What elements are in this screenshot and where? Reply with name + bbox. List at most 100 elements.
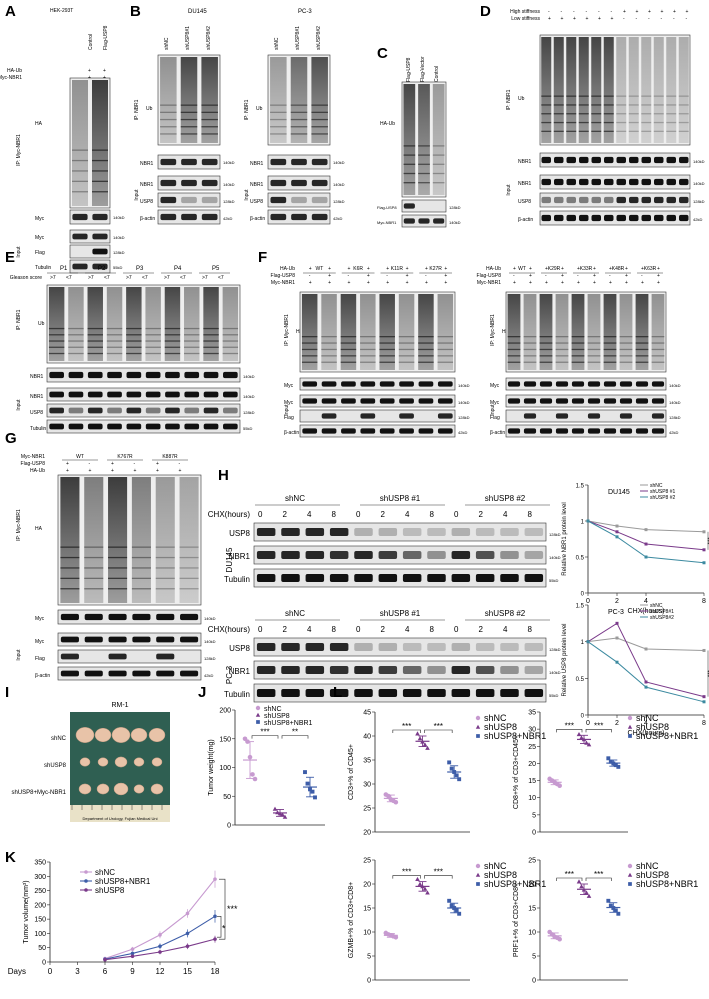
input-label: Input bbox=[490, 404, 496, 416]
band-row bbox=[58, 633, 201, 646]
kd-marker: 140kD bbox=[449, 220, 461, 225]
tick-label: 35 bbox=[528, 710, 536, 717]
row-label: Tubulin bbox=[35, 265, 51, 271]
data-point bbox=[702, 548, 706, 552]
cond-mark: - bbox=[686, 16, 688, 22]
tick-label: 15 bbox=[528, 906, 536, 913]
data-point bbox=[308, 787, 312, 792]
smear-frame bbox=[46, 284, 241, 364]
band-row bbox=[47, 388, 240, 401]
kd-marker: 140kD bbox=[458, 383, 470, 388]
cond-mark: + bbox=[623, 9, 626, 15]
data-point bbox=[644, 685, 648, 689]
band-row bbox=[47, 404, 240, 417]
kd-marker: 42kD bbox=[333, 216, 342, 221]
cond-mark: + bbox=[347, 280, 350, 286]
ub-smear bbox=[47, 285, 240, 363]
cond-mark: - bbox=[611, 9, 613, 15]
tick-label: 1.5 bbox=[576, 484, 585, 490]
row-label: NBR1 bbox=[250, 161, 264, 167]
row-label: Flag-USP8 bbox=[377, 205, 397, 210]
tick-label: 5 bbox=[532, 954, 536, 961]
kd-marker: 128kD bbox=[458, 415, 470, 420]
kd-marker: 128kD bbox=[549, 647, 561, 652]
cond-mark: + bbox=[425, 266, 428, 272]
sig-bracket bbox=[424, 875, 453, 879]
cond-mark: - bbox=[89, 461, 91, 467]
cond-mark: - bbox=[386, 273, 388, 279]
ip-label: IP: NBR1 bbox=[506, 89, 512, 110]
band-frame bbox=[253, 568, 547, 588]
cond-label: Flag-USP8 bbox=[477, 273, 502, 279]
band-frame bbox=[505, 424, 667, 438]
data-point bbox=[627, 724, 633, 729]
band-row bbox=[158, 193, 220, 207]
row-label: β-actin bbox=[490, 430, 505, 436]
tick-label: 0.5 bbox=[576, 556, 585, 562]
data-point bbox=[452, 906, 457, 910]
data-point bbox=[644, 528, 648, 532]
row-label: HA bbox=[35, 526, 43, 532]
band-row bbox=[540, 193, 690, 207]
kd-marker: 128kD bbox=[113, 250, 125, 255]
tumor bbox=[111, 727, 131, 743]
panel-letter: G bbox=[5, 430, 17, 447]
tick-label: 10 bbox=[528, 795, 536, 802]
sig-label: *** bbox=[434, 722, 443, 731]
legend-label: shUSP8 bbox=[484, 722, 517, 732]
data-point bbox=[417, 881, 423, 886]
band-row bbox=[540, 153, 690, 167]
row-label: Myc bbox=[490, 383, 500, 389]
data-point bbox=[702, 695, 706, 699]
legend-label: shNC bbox=[484, 861, 507, 871]
legend-label: shUSP8 #1 bbox=[650, 489, 676, 495]
tick-label: 1 bbox=[581, 640, 585, 646]
score-label: >7 bbox=[202, 275, 208, 281]
cond-mark: + bbox=[513, 280, 516, 286]
band-frame bbox=[253, 522, 547, 542]
time-label: 2 bbox=[283, 625, 288, 634]
chart-title: DU145 bbox=[608, 489, 630, 496]
row-label: USP8 bbox=[140, 199, 153, 205]
row-label: Flag bbox=[35, 250, 45, 256]
cond-mark: - bbox=[179, 461, 181, 467]
band-row bbox=[268, 193, 330, 207]
cond-mark: + bbox=[609, 266, 612, 272]
data-point bbox=[611, 761, 616, 766]
sig-label: *** bbox=[260, 728, 269, 737]
legend-label: shUSP8+NBR1 bbox=[95, 877, 151, 886]
time-label: 8 bbox=[430, 625, 435, 634]
row-label: NBR1 bbox=[518, 181, 532, 187]
cond-mark: - bbox=[673, 16, 675, 22]
band-row bbox=[70, 230, 110, 243]
band-row bbox=[254, 546, 546, 564]
band-row bbox=[506, 395, 666, 407]
time-label: 4 bbox=[503, 625, 508, 634]
data-point bbox=[447, 898, 452, 903]
data-point bbox=[130, 947, 135, 951]
time-label: 0 bbox=[356, 510, 361, 519]
tick-label: 2 bbox=[615, 598, 619, 605]
data-point bbox=[613, 763, 618, 768]
data-point bbox=[420, 884, 425, 889]
cond-mark: + bbox=[648, 9, 651, 15]
cond-mark: + bbox=[625, 280, 628, 286]
band-frame bbox=[157, 175, 221, 191]
legend-label: shUSP8+NBR1 bbox=[636, 731, 698, 741]
tick-label: 50 bbox=[38, 945, 46, 952]
tick-label: 45 bbox=[363, 710, 371, 717]
score-label: <7 bbox=[66, 275, 72, 281]
time-label: 2 bbox=[283, 510, 288, 519]
score-label: <7 bbox=[180, 275, 186, 281]
band-frame bbox=[157, 154, 221, 170]
cond-mark: + bbox=[577, 280, 580, 286]
band-frame bbox=[267, 192, 331, 208]
y-axis-label: Tumor weight(mg) bbox=[208, 739, 215, 796]
data-point bbox=[627, 863, 633, 869]
tick-label: 10 bbox=[363, 930, 371, 937]
score-label: >7 bbox=[88, 275, 94, 281]
cond-mark: + bbox=[513, 266, 516, 272]
patient-label: P2 bbox=[98, 266, 106, 272]
data-point bbox=[581, 887, 587, 892]
